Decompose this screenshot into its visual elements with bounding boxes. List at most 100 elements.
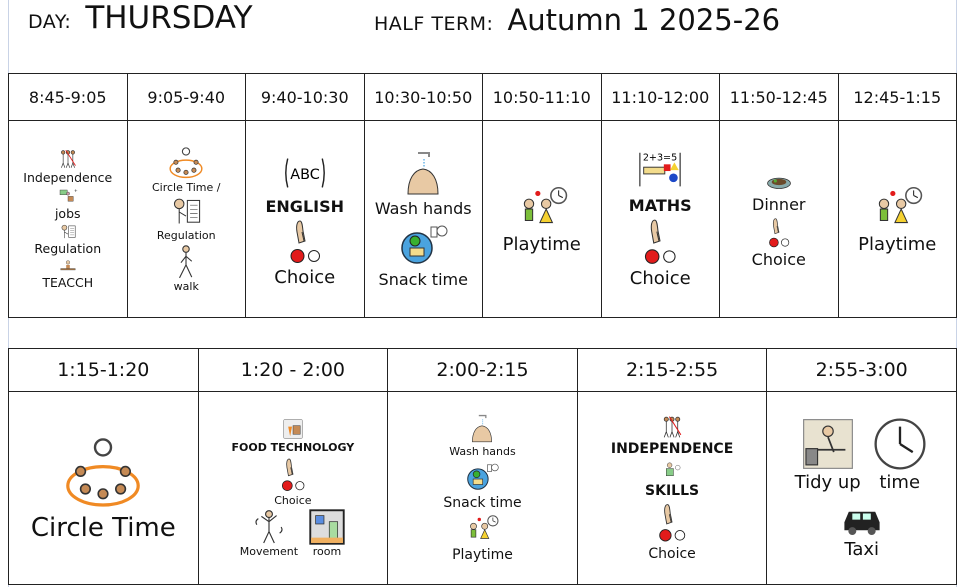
room-icon <box>308 508 346 546</box>
term-header: HALF TERM: Autumn 1 2025-26 <box>374 3 780 51</box>
activity-label: Choice <box>648 545 696 562</box>
activity-cell: 2+3=5 MATHS Choice <box>600 120 720 318</box>
activity-cell: Playtime <box>837 120 957 318</box>
playtime-icon <box>516 182 568 234</box>
circle-time-icon <box>63 433 143 513</box>
page-edge <box>956 0 957 587</box>
time-slot-header: 2:00-2:15 <box>387 348 578 392</box>
activity-label: Tidy up <box>794 472 861 494</box>
walk-icon <box>168 244 204 280</box>
activity-cell: Tidy up time Taxi <box>766 391 957 585</box>
activity-label: ENGLISH <box>265 196 344 216</box>
playtime-icon <box>871 182 923 234</box>
activity-cell: Wash hands Snack time Playtime <box>387 391 578 585</box>
activity-label: FOOD TECHNOLOGY <box>231 441 355 455</box>
activity-label: Choice <box>629 268 691 290</box>
activity-label: Taxi <box>844 539 880 560</box>
activity-label: Movement <box>239 545 299 559</box>
activity-label: Dinner <box>752 195 806 215</box>
activity-label: Choice <box>274 493 312 507</box>
activity-stack: Independence + jobs Regulation TEACCH <box>9 148 126 291</box>
time-slot-header: 9:40-10:30 <box>245 73 365 121</box>
time-slot-header: 1:20 - 2:00 <box>197 348 389 392</box>
activity-item: Movement <box>240 508 298 559</box>
regulation-icon <box>169 195 203 229</box>
snack-time-icon <box>398 220 448 270</box>
activity-cell: Playtime <box>482 120 602 318</box>
activity-label: Choice <box>274 267 336 289</box>
day-header: DAY: THURSDAY <box>28 0 253 48</box>
independence-icon <box>659 414 685 440</box>
activity-stack: FOOD TECHNOLOGY Choice Movement room <box>199 417 387 559</box>
activity-label: Snack time <box>443 494 522 511</box>
activity-label: SKILLS <box>645 483 700 500</box>
afternoon-timetable: 1:15-1:20 1:20 - 2:00 2:00-2:15 2:15-2:55 2:… <box>8 348 957 585</box>
svg-text:ABC: ABC <box>290 167 320 183</box>
activity-label: INDEPENDENCE <box>610 441 734 458</box>
time-slot-header: 12:45-1:15 <box>837 73 957 121</box>
activity-label: time <box>879 472 921 494</box>
movement-icon <box>250 508 288 546</box>
choice-icon <box>280 217 330 267</box>
teacch-icon <box>59 257 77 275</box>
morning-timetable: 8:45-9:05 9:05-9:40 9:40-10:30 10:30-10:50 1… <box>8 73 957 318</box>
activity-stack: Wash hands Snack time <box>365 149 482 289</box>
choice-icon <box>274 456 312 494</box>
time-slot-header: 2:15-2:55 <box>576 348 768 392</box>
time-slot-header: 2:55-3:00 <box>766 348 957 392</box>
activity-stack: INDEPENDENCE SKILLS Choice <box>578 414 766 562</box>
jobs-icon: + <box>58 186 78 206</box>
snack-time-icon <box>465 460 500 494</box>
time-slot-header: 9:05-9:40 <box>126 73 246 121</box>
activity-label: Playtime <box>452 546 513 563</box>
activity-label: jobs <box>54 206 81 222</box>
abc-icon: ABC <box>281 149 329 197</box>
wash-hands-icon <box>398 149 448 199</box>
activity-stack: 2+3=5 MATHS Choice <box>602 148 719 290</box>
activity-group: Movement room <box>240 508 346 559</box>
activity-cell: Circle Time <box>8 391 199 585</box>
tidy-up-icon <box>799 415 857 473</box>
activity-stack: Wash hands Snack time Playtime <box>389 413 577 563</box>
activity-stack: Dinner Choice <box>720 169 837 269</box>
svg-text:2+3=5: 2+3=5 <box>643 152 677 163</box>
activity-cell: ABC ENGLISH Choice <box>245 120 365 318</box>
activity-label: Independence <box>23 169 113 185</box>
time-slot-header: 11:10-12:00 <box>600 73 720 121</box>
activity-label: room <box>312 545 342 559</box>
activity-label: Choice <box>751 249 806 269</box>
activity-item: room <box>308 508 346 559</box>
choice-icon <box>762 216 796 250</box>
activity-label: Snack time <box>378 269 468 289</box>
term-label: HALF TERM: <box>374 13 494 35</box>
activity-label: MATHS <box>628 195 692 215</box>
day-value: THURSDAY <box>85 0 253 36</box>
activity-stack: Circle Time / Regulation walk <box>128 145 245 294</box>
activity-cell: Circle Time / Regulation walk <box>126 120 246 318</box>
day-label: DAY: <box>28 11 72 33</box>
activity-cell: INDEPENDENCE SKILLS Choice <box>576 391 768 585</box>
clock-icon <box>871 415 929 473</box>
activity-label: Regulation <box>34 240 102 256</box>
taxi-icon <box>840 495 884 539</box>
activity-item: time <box>871 415 929 494</box>
activity-stack: Playtime <box>839 182 956 256</box>
activity-stack: Playtime <box>483 182 600 256</box>
activity-label: Wash hands <box>449 445 516 459</box>
activity-cell: Wash hands Snack time <box>363 120 483 318</box>
activity-label: TEACCH <box>42 274 94 290</box>
activity-stack: Circle Time <box>9 433 197 544</box>
activity-cell: Dinner Choice <box>719 120 839 318</box>
activity-group: Tidy up time <box>795 415 929 494</box>
time-slot-header: 1:15-1:20 <box>8 348 199 392</box>
activity-label: walk <box>173 279 199 293</box>
time-slot-header: 11:50-12:45 <box>719 73 839 121</box>
dinner-icon <box>766 169 792 195</box>
wash-hands-icon <box>466 413 498 445</box>
choice-icon <box>634 216 686 268</box>
activity-label: Regulation <box>156 229 216 243</box>
activity-label: Playtime <box>502 234 581 256</box>
skills-icon <box>660 458 684 482</box>
activity-stack: Tidy up time Taxi <box>768 415 956 560</box>
activity-cell: FOOD TECHNOLOGY Choice Movement room <box>197 391 389 585</box>
